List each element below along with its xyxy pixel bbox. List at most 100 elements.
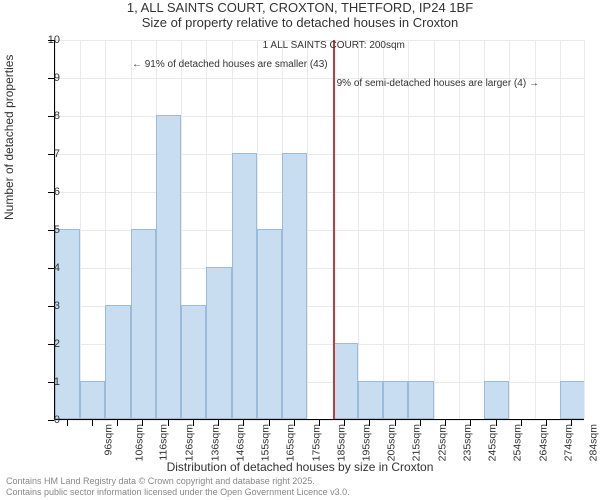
xtick-label: 225sqm <box>436 424 448 461</box>
xtick-mark <box>445 420 446 426</box>
xtick-mark <box>142 420 143 426</box>
xtick-mark <box>344 420 345 426</box>
ytick-label: 9 <box>30 72 60 84</box>
y-axis-label: Number of detached properties <box>2 55 16 220</box>
histogram-bar <box>282 153 307 419</box>
histogram-bar <box>80 381 105 419</box>
histogram-bar <box>232 153 257 419</box>
histogram-bar <box>484 381 509 419</box>
xtick-label: 126sqm <box>184 424 196 461</box>
gridline-v <box>383 40 384 419</box>
xtick-label: 165sqm <box>285 424 297 461</box>
xtick-mark <box>92 420 93 426</box>
xtick-label: 116sqm <box>158 424 170 461</box>
xtick-mark <box>420 420 421 426</box>
xtick-mark <box>243 420 244 426</box>
ytick-label: 6 <box>30 186 60 198</box>
histogram-bar <box>105 305 130 419</box>
histogram-bar <box>206 267 231 419</box>
histogram-bar <box>181 305 206 419</box>
ytick-label: 3 <box>30 300 60 312</box>
gridline-v <box>509 40 510 419</box>
xtick-mark <box>470 420 471 426</box>
ytick-mark <box>48 40 54 41</box>
ytick-mark <box>48 154 54 155</box>
ytick-mark <box>48 382 54 383</box>
xtick-mark <box>319 420 320 426</box>
ytick-label: 0 <box>30 414 60 426</box>
footer-line-1: Contains HM Land Registry data © Crown c… <box>6 476 350 487</box>
xtick-label: 175sqm <box>310 424 322 461</box>
gridline-v <box>307 40 308 419</box>
ytick-mark <box>48 230 54 231</box>
gridline-h <box>55 116 584 117</box>
histogram-bar <box>55 229 80 419</box>
title-line-2: Size of property relative to detached ho… <box>0 15 600 30</box>
histogram-bar <box>408 381 433 419</box>
xtick-label: 284sqm <box>588 424 600 461</box>
xtick-mark <box>117 420 118 426</box>
xtick-label: 274sqm <box>562 424 574 461</box>
ytick-label: 4 <box>30 262 60 274</box>
ytick-label: 1 <box>30 376 60 388</box>
xtick-label: 264sqm <box>537 424 549 461</box>
ytick-mark <box>48 420 54 421</box>
x-axis-label: Distribution of detached houses by size … <box>0 460 600 474</box>
footer-line-2: Contains public sector information licen… <box>6 487 350 498</box>
histogram-bar <box>131 229 156 419</box>
xtick-label: 254sqm <box>512 424 524 461</box>
histogram-bar <box>257 229 282 419</box>
xtick-label: 235sqm <box>461 424 473 461</box>
ytick-label: 5 <box>30 224 60 236</box>
ytick-label: 10 <box>30 34 60 46</box>
xtick-label: 215sqm <box>411 424 423 461</box>
xtick-label: 146sqm <box>234 424 246 461</box>
xtick-mark <box>496 420 497 426</box>
gridline-v <box>459 40 460 419</box>
xtick-label: 205sqm <box>386 424 398 461</box>
ytick-mark <box>48 192 54 193</box>
xtick-label: 136sqm <box>209 424 221 461</box>
title-line-1: 1, ALL SAINTS COURT, CROXTON, THETFORD, … <box>0 0 600 15</box>
xtick-label: 185sqm <box>335 424 347 461</box>
gridline-v <box>80 40 81 419</box>
xtick-label: 245sqm <box>487 424 499 461</box>
ytick-label: 2 <box>30 338 60 350</box>
histogram-bar <box>383 381 408 419</box>
gridline-h <box>55 192 584 193</box>
ytick-mark <box>48 116 54 117</box>
xtick-mark <box>369 420 370 426</box>
ytick-mark <box>48 306 54 307</box>
xtick-mark <box>193 420 194 426</box>
ytick-label: 8 <box>30 110 60 122</box>
gridline-v <box>484 40 485 419</box>
gridline-h <box>55 154 584 155</box>
histogram-bar <box>333 343 358 419</box>
chart-annotation: ← 91% of detached houses are smaller (43… <box>132 59 328 72</box>
xtick-label: 155sqm <box>259 424 271 461</box>
chart-annotation: 1 ALL SAINTS COURT: 200sqm <box>263 40 463 53</box>
xtick-mark <box>546 420 547 426</box>
histogram-bar <box>156 115 181 419</box>
ytick-label: 7 <box>30 148 60 160</box>
gridline-v <box>408 40 409 419</box>
ytick-mark <box>48 78 54 79</box>
gridline-v <box>535 40 536 419</box>
gridline-v <box>584 40 585 419</box>
xtick-mark <box>395 420 396 426</box>
chart-annotation: 9% of semi-detached houses are larger (4… <box>337 78 539 91</box>
histogram-bar <box>358 381 383 419</box>
xtick-mark <box>218 420 219 426</box>
xtick-label: 195sqm <box>360 424 372 461</box>
xtick-mark <box>269 420 270 426</box>
gridline-v <box>434 40 435 419</box>
marker-line <box>333 40 335 419</box>
gridline-v <box>358 40 359 419</box>
gridline-v <box>560 40 561 419</box>
xtick-label: 96sqm <box>102 424 114 456</box>
ytick-mark <box>48 268 54 269</box>
xtick-mark <box>294 420 295 426</box>
xtick-mark <box>67 420 68 426</box>
histogram-bar <box>560 381 585 419</box>
xtick-mark <box>168 420 169 426</box>
